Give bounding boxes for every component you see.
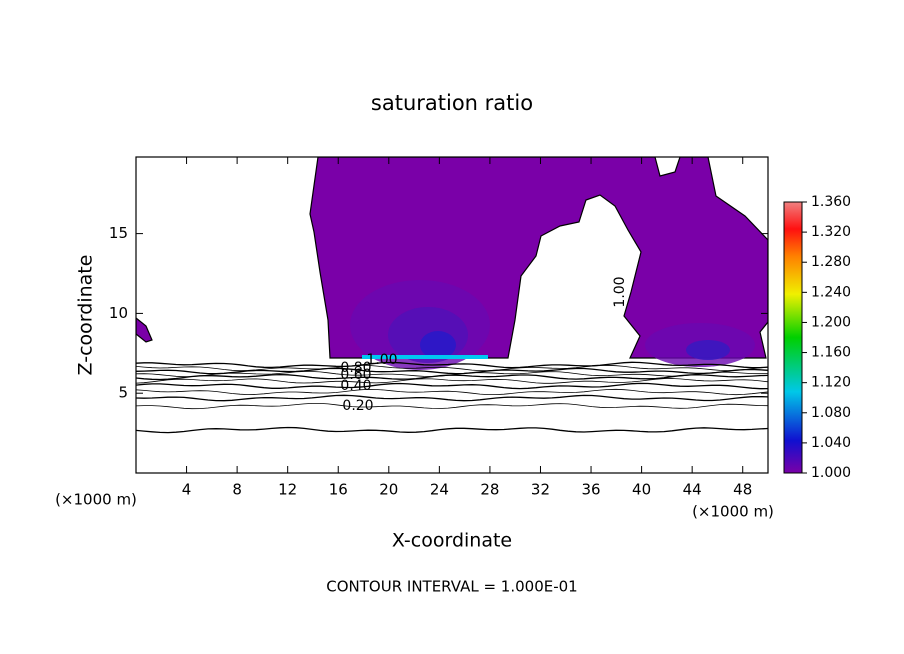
colorbar-tick-label: 1.240 — [811, 284, 851, 300]
x-tick-label: 20 — [379, 481, 398, 499]
y-tick-label: 5 — [118, 384, 128, 402]
colorbar — [783, 201, 803, 474]
x-axis-label: X-coordinate — [392, 530, 512, 552]
contour-line — [136, 378, 768, 384]
x-tick-label: 24 — [430, 481, 449, 499]
colorbar-tick-label: 1.320 — [811, 224, 851, 240]
contour-label: 0.80 — [340, 360, 371, 376]
y-tick-label: 15 — [109, 224, 128, 242]
x-tick-label: 48 — [733, 481, 752, 499]
shade — [686, 340, 730, 360]
x-tick-label: 16 — [329, 481, 348, 499]
contour-label: 1.00 — [612, 276, 628, 307]
contour-line — [136, 361, 768, 369]
contour-line — [136, 388, 768, 396]
colorbar-tick-label: 1.080 — [811, 405, 851, 421]
colorbar-tick-label: 1.040 — [811, 435, 851, 451]
contour-lines — [136, 361, 768, 434]
contour-label: 0.20 — [342, 398, 373, 414]
x-unit-label: (×1000 m) — [692, 503, 774, 521]
y-tick-label: 10 — [109, 304, 128, 322]
footer-note: CONTOUR INTERVAL = 1.000E-01 — [326, 578, 577, 596]
chart-title: saturation ratio — [371, 91, 533, 115]
x-tick-label: 4 — [182, 481, 192, 499]
shade — [420, 331, 456, 359]
colorbar-tick-label: 1.160 — [811, 345, 851, 361]
contour-line — [136, 373, 768, 381]
x-tick-label: 28 — [480, 481, 499, 499]
x-tick-label: 32 — [531, 481, 550, 499]
x-unit-label: (×1000 m) — [55, 491, 137, 509]
contour-fill — [136, 157, 768, 434]
contour-line — [136, 403, 768, 410]
contour-line — [136, 394, 768, 402]
contour-label: 0.40 — [340, 378, 371, 394]
colorbar-tick-label: 1.000 — [811, 465, 851, 481]
colorbar-tick-label: 1.360 — [811, 194, 851, 210]
plot-frame — [135, 156, 769, 474]
colorbar-tick-label: 1.280 — [811, 254, 851, 270]
x-tick-label: 40 — [632, 481, 651, 499]
contour-label: 1.00 — [366, 352, 397, 368]
contour-label: 0.60 — [340, 367, 371, 383]
high-band — [362, 355, 488, 359]
colorbar-tick-label: 1.200 — [811, 314, 851, 330]
saturated-region — [136, 317, 153, 343]
contour-line — [136, 382, 768, 390]
contour-line — [136, 426, 768, 434]
colorbar-tick-label: 1.120 — [811, 375, 851, 391]
y-axis-label: Z-coordinate — [75, 255, 97, 376]
x-tick-label: 8 — [232, 481, 242, 499]
contour-line — [136, 367, 768, 375]
contour-line — [136, 364, 768, 372]
x-tick-label: 44 — [683, 481, 702, 499]
x-tick-label: 36 — [581, 481, 600, 499]
x-tick-label: 12 — [278, 481, 297, 499]
